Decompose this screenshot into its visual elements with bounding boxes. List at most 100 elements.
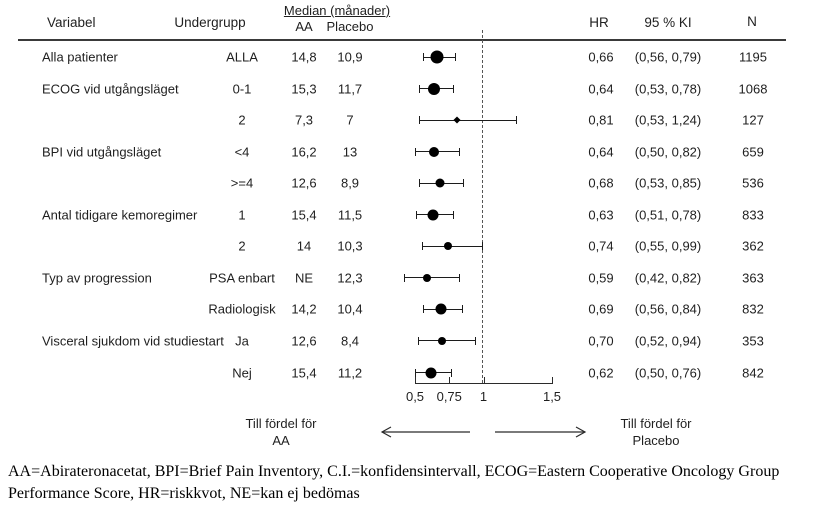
n-value: 832 (742, 301, 764, 317)
row-variable-label: BPI vid utgångsläget (42, 144, 162, 160)
row-subgroup: ALLA (226, 49, 258, 65)
ci-cap-low (404, 273, 406, 282)
hr-marker (435, 303, 447, 315)
favors-aa-line2: AA (272, 433, 290, 448)
ci-cap-high (453, 84, 455, 93)
ci-cap-low (419, 84, 421, 93)
median-aa-value: 14 (296, 238, 312, 254)
hr-value: 0,66 (588, 49, 614, 65)
row-subgroup: 1 (238, 207, 246, 223)
row-subgroup: 0-1 (232, 81, 252, 97)
hr-marker (438, 336, 447, 345)
ci-cap-low (423, 305, 425, 314)
axis-tick (483, 377, 485, 384)
axis-tick-label: 1 (479, 389, 488, 404)
row-subgroup: Radiologisk (208, 301, 276, 317)
ci-cap-high (454, 53, 456, 61)
hr-value: 0,62 (588, 365, 614, 380)
median-placebo-value: 10,3 (337, 238, 363, 254)
hr-marker (435, 178, 445, 188)
ci-value: (0,52, 0,94) (634, 333, 702, 349)
row-variable-label: Antal tidigare kemoregimer (42, 207, 198, 223)
ci-cap-high (516, 116, 518, 125)
ci-cap-low (415, 368, 416, 377)
ci-line (419, 119, 517, 121)
header-rule (18, 39, 786, 41)
favors-arrows (380, 426, 587, 438)
axis-tick-label: 0,5 (405, 389, 425, 404)
favors-aa-label: Till fördel för AA (245, 415, 316, 449)
favors-aa-line1: Till fördel för (245, 416, 317, 431)
row-subgroup: Nej (232, 365, 252, 380)
footnote-line-1: AA=Abirateronacetat, BPI=Brief Pain Inve… (8, 463, 780, 480)
ci-value: (0,42, 0,82) (634, 270, 702, 286)
median-placebo-value: 10,4 (337, 301, 363, 317)
axis-tick (415, 377, 416, 384)
median-placebo-value: 12,3 (337, 270, 363, 286)
ci-cap-low (419, 116, 421, 125)
row-subgroup: >=4 (230, 175, 254, 191)
median-aa-value: 7,3 (294, 112, 314, 128)
ci-cap-high (482, 242, 484, 251)
right-arrow (495, 426, 587, 438)
median-aa-value: 12,6 (291, 333, 317, 349)
n-value: 833 (742, 207, 764, 223)
n-value: 362 (742, 238, 764, 254)
header-variabel: Variabel (47, 15, 96, 30)
ci-line (404, 277, 459, 279)
header-undergrupp: Undergrupp (174, 15, 246, 30)
median-placebo-value: 11,7 (337, 81, 363, 97)
ci-value: (0,53, 0,78) (634, 81, 702, 97)
median-aa-value: 12,6 (291, 175, 317, 191)
row-variable-label: ECOG vid utgångsläget (42, 81, 179, 97)
header-ki: 95 % KI (644, 15, 692, 30)
reference-line (482, 30, 483, 383)
row-subgroup: Ja (235, 333, 249, 349)
hr-marker (425, 367, 437, 378)
axis-tick-label: 0,75 (436, 389, 462, 404)
ci-line (421, 245, 483, 247)
hr-value: 0,64 (588, 144, 614, 160)
median-placebo-value: 11,2 (337, 365, 363, 380)
n-value: 1068 (738, 81, 768, 97)
ci-cap-high (461, 305, 463, 314)
ci-value: (0,53, 1,24) (634, 112, 702, 128)
favors-placebo-line2: Placebo (632, 433, 680, 448)
ci-line (417, 340, 476, 342)
left-arrow (380, 426, 470, 438)
footnote-line-2: Performance Score, HR=riskkvot, NE=kan e… (8, 485, 360, 502)
hr-marker (429, 146, 440, 157)
ci-cap-high (458, 147, 460, 156)
hr-marker (453, 116, 462, 124)
hr-value: 0,59 (588, 270, 614, 286)
n-value: 536 (742, 175, 764, 191)
header-median-group: Median (månader) (283, 3, 391, 18)
ci-cap-high (453, 210, 455, 219)
median-aa-value: 15,4 (291, 365, 317, 380)
ci-value: (0,53, 0,85) (634, 175, 702, 191)
ci-value: (0,51, 0,78) (634, 207, 702, 223)
median-placebo-value: 13 (342, 144, 358, 160)
header-median-placebo: Placebo (326, 19, 374, 34)
median-aa-value: 15,3 (291, 81, 317, 97)
median-placebo-value: 11,5 (337, 207, 363, 223)
axis-tick (449, 377, 451, 384)
row-variable-label: Typ av progression (42, 270, 152, 286)
ci-cap-low (415, 147, 416, 156)
ci-value: (0,50, 0,76) (634, 365, 702, 380)
ci-cap-high (450, 368, 452, 377)
median-placebo-value: 8,4 (340, 333, 360, 349)
median-aa-value: NE (294, 270, 314, 286)
median-placebo-value: 8,9 (340, 175, 360, 191)
median-aa-value: 14,2 (291, 301, 317, 317)
median-aa-value: 15,4 (291, 207, 317, 223)
row-subgroup: 2 (238, 112, 246, 128)
header-hr: HR (589, 15, 609, 30)
ci-value: (0,56, 0,84) (634, 301, 702, 317)
ci-value: (0,56, 0,79) (634, 49, 702, 65)
axis-tick-label: 1,5 (542, 389, 562, 404)
hr-marker (423, 273, 432, 282)
hr-value: 0,74 (588, 238, 614, 254)
n-value: 659 (742, 144, 764, 160)
